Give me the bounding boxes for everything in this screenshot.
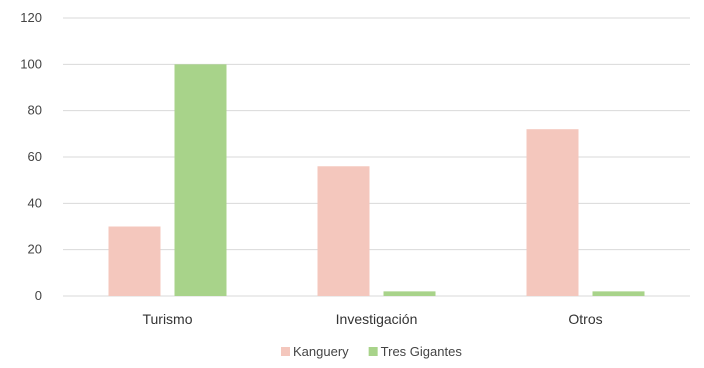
legend-swatch (281, 347, 290, 356)
y-tick-label: 80 (28, 103, 42, 118)
category-label: Otros (568, 311, 602, 327)
legend-label: Kanguery (293, 344, 349, 359)
legend: Kanguery Tres Gigantes (281, 344, 462, 359)
y-tick-label: 40 (28, 195, 42, 210)
bar-tres-gigantes-2 (592, 291, 645, 296)
category-label: Investigación (336, 311, 418, 327)
bar-kanguery-2 (526, 129, 579, 296)
y-tick-label: 100 (20, 56, 42, 71)
y-tick-label: 20 (28, 242, 42, 257)
category-label: Turismo (142, 311, 192, 327)
y-tick-label: 60 (28, 149, 42, 164)
legend-label: Tres Gigantes (381, 344, 463, 359)
bars (108, 64, 645, 296)
legend-swatch (368, 347, 378, 356)
bar-kanguery-0 (108, 226, 161, 296)
category-labels: Turismo Investigación Otros (142, 311, 602, 327)
y-gridlines (63, 17, 690, 297)
bar-tres-gigantes-1 (383, 291, 436, 296)
y-tick-labels: 0 20 40 60 80 100 120 (20, 10, 42, 303)
y-tick-label: 0 (35, 288, 42, 303)
bar-tres-gigantes-0 (174, 64, 227, 296)
bar-kanguery-1 (317, 166, 370, 296)
y-tick-label: 120 (20, 10, 42, 25)
